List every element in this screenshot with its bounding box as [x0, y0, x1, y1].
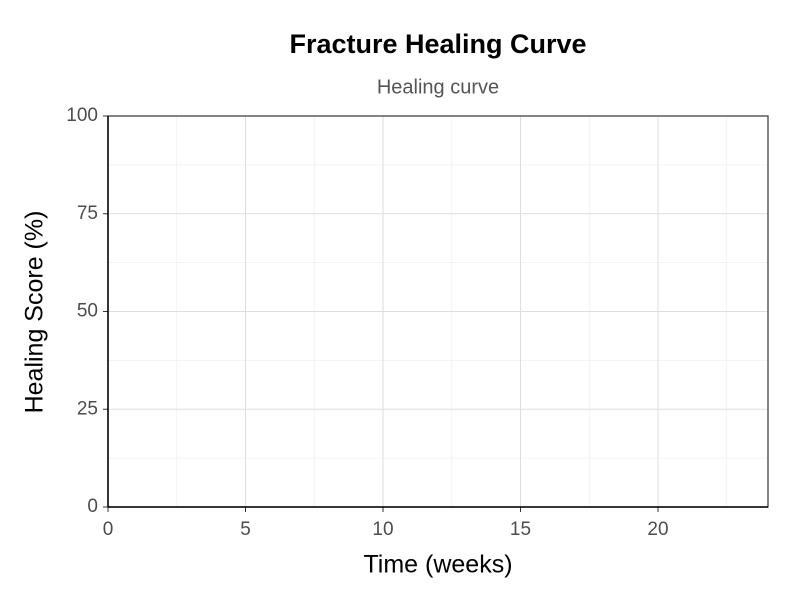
x-tick-label: 5: [240, 519, 251, 540]
x-tick-label: 10: [372, 519, 393, 540]
y-tick-label: 100: [66, 105, 98, 126]
x-tick-label: 20: [647, 519, 668, 540]
y-axis-label: Healing Score (%): [21, 211, 49, 414]
y-tick-label: 25: [77, 398, 98, 419]
y-tick-label: 50: [77, 301, 98, 322]
chart-subtitle: Healing curve: [377, 76, 499, 98]
x-axis-label: Time (weeks): [363, 551, 512, 579]
chart-title: Fracture Healing Curve: [289, 29, 586, 59]
y-tick-label: 75: [77, 203, 98, 224]
x-tick-label: 15: [510, 519, 531, 540]
x-tick-label: 0: [103, 519, 114, 540]
y-tick-label: 0: [87, 496, 98, 517]
